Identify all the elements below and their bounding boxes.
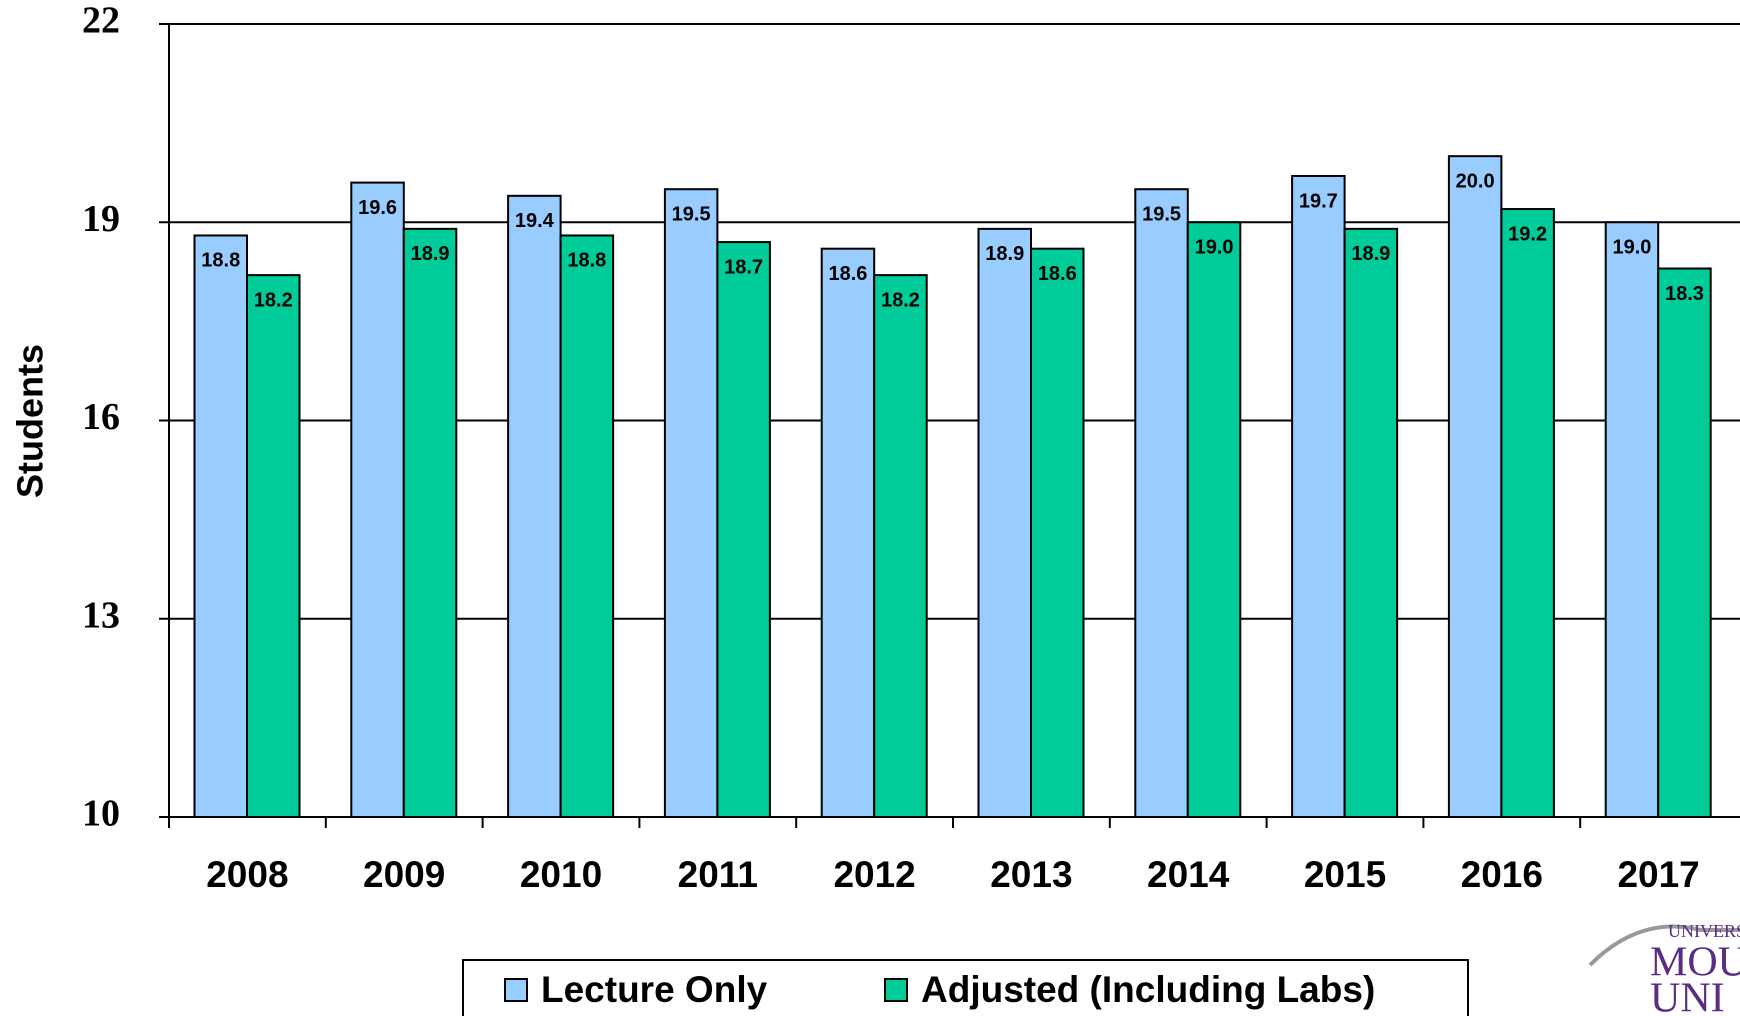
data-label: 18.7: [724, 256, 763, 278]
data-label: 19.0: [1195, 237, 1234, 259]
bar: [559, 234, 615, 818]
data-label: 18.2: [254, 289, 293, 311]
bar: [507, 194, 562, 819]
legend-box: [462, 959, 1469, 1016]
legend-label: Lecture Only: [541, 969, 768, 1010]
y-tick-label: 22: [82, 0, 120, 42]
bar: [1447, 155, 1503, 818]
data-label: 18.9: [985, 243, 1024, 265]
x-tick-label: 2009: [363, 854, 445, 895]
x-tick-label: 2014: [1147, 854, 1230, 895]
logo: UNIVERS MOU UNI: [1588, 921, 1740, 1016]
y-axis-label: Students: [10, 344, 51, 498]
data-label: 18.3: [1665, 283, 1704, 305]
bar: [1343, 227, 1399, 818]
data-label: 18.2: [881, 289, 920, 311]
legend-label: Adjusted (Including Labs): [921, 969, 1375, 1010]
bar: [820, 247, 876, 818]
logo-text: UNI: [1650, 976, 1725, 1016]
x-tick-label: 2017: [1617, 854, 1699, 895]
logo-text: UNIVERS: [1668, 921, 1740, 941]
bar: [1657, 267, 1712, 818]
data-label: 18.8: [567, 250, 606, 272]
data-label: 19.4: [515, 210, 555, 232]
x-tick-label: 2010: [520, 854, 602, 895]
data-label: 18.6: [1038, 263, 1077, 285]
x-tick-label: 2011: [678, 854, 758, 895]
bar: [246, 274, 301, 819]
bar: [663, 188, 719, 819]
x-tick-label: 2016: [1461, 854, 1543, 895]
data-label: 19.6: [358, 197, 397, 219]
bar: [873, 274, 928, 819]
logo-dome: [1588, 924, 1740, 967]
bar: [1604, 221, 1660, 818]
y-tick-label: 19: [82, 198, 120, 240]
x-tick-label: 2013: [990, 854, 1072, 895]
data-label: 20.0: [1456, 170, 1495, 192]
x-tick-label: 2008: [206, 854, 288, 895]
legend-swatch: [884, 978, 908, 1002]
data-label: 19.5: [672, 203, 711, 225]
bar: [1291, 174, 1346, 819]
data-label: 19.5: [1142, 203, 1181, 225]
data-label: 18.9: [1351, 243, 1390, 265]
bar: [1186, 221, 1242, 818]
data-label: 19.7: [1299, 190, 1338, 212]
data-label: 18.9: [411, 243, 450, 265]
data-label: 19.0: [1612, 237, 1651, 259]
y-tick-label: 10: [82, 793, 120, 835]
bar: [1500, 208, 1555, 819]
y-tick-label: 16: [82, 396, 120, 438]
bar: [1134, 188, 1189, 819]
x-tick-label: 2015: [1304, 854, 1386, 895]
bar: [193, 234, 248, 818]
bar: [350, 181, 405, 819]
legend-swatch: [504, 978, 528, 1002]
data-label: 18.8: [201, 250, 240, 272]
data-label: 19.2: [1508, 223, 1547, 245]
logo-text: MOU: [1650, 940, 1740, 986]
bar: [716, 241, 771, 818]
bar: [977, 227, 1032, 818]
data-label: 18.6: [828, 263, 867, 285]
x-tick-label: 2012: [833, 854, 915, 895]
bar: [1030, 247, 1085, 818]
y-tick-label: 13: [82, 594, 120, 636]
bar: [402, 227, 458, 818]
